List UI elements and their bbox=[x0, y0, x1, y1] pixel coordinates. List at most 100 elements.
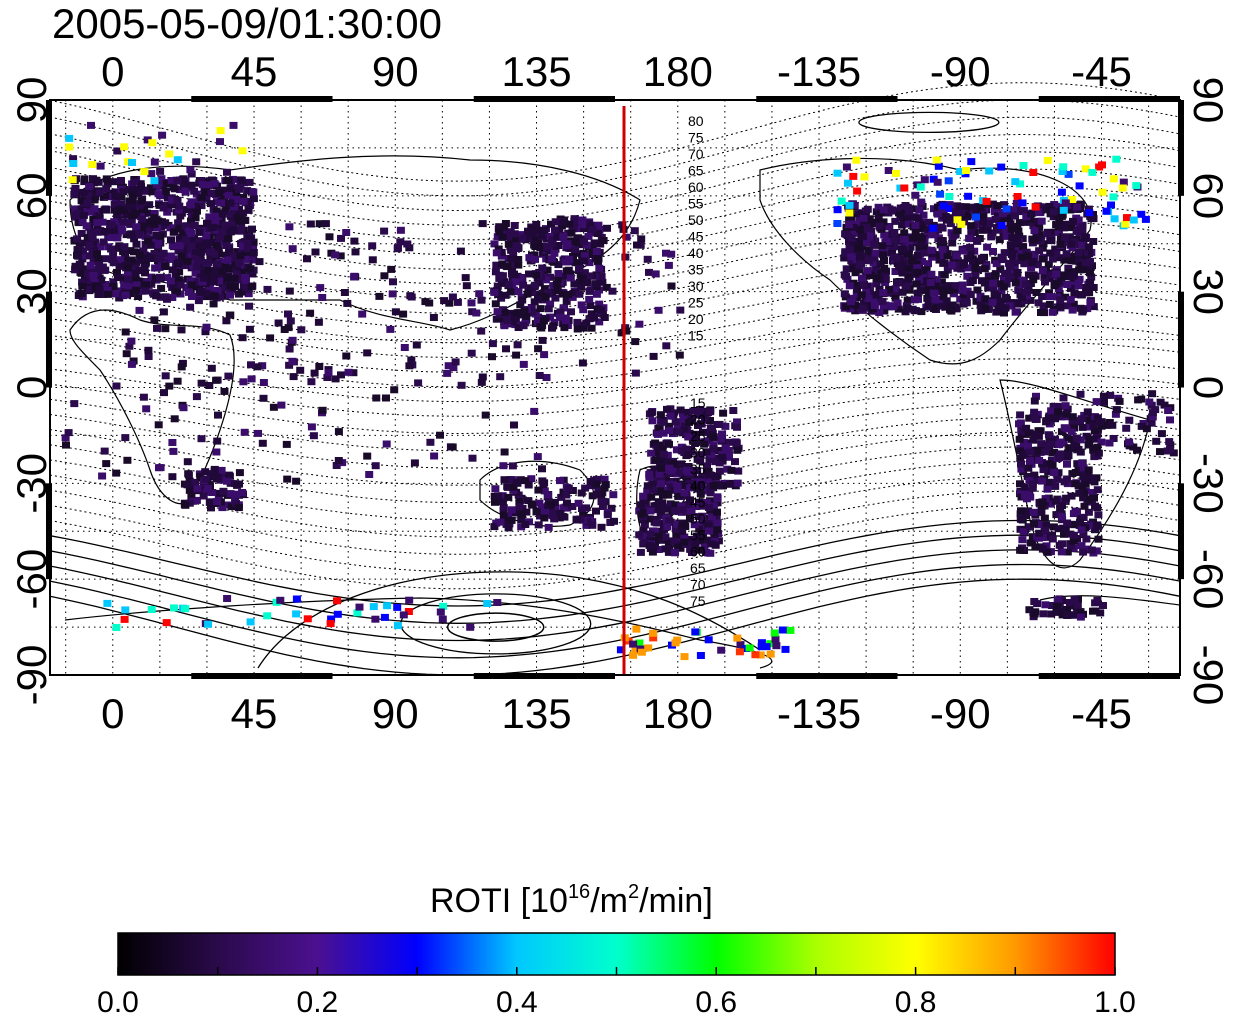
roti-cell bbox=[90, 179, 98, 187]
roti-cell bbox=[983, 226, 992, 234]
roti-cell bbox=[1045, 293, 1054, 301]
contour-label-south: 70 bbox=[690, 577, 706, 593]
roti-cell bbox=[187, 230, 196, 237]
roti-cell bbox=[651, 439, 660, 447]
roti-cell bbox=[664, 261, 673, 269]
roti-cell bbox=[1052, 250, 1061, 258]
top-longitude-label: -90 bbox=[930, 48, 991, 95]
contour-label-north: 50 bbox=[688, 212, 704, 228]
roti-cell bbox=[1067, 492, 1076, 500]
roti-cell bbox=[647, 493, 656, 501]
roti-cell bbox=[989, 248, 997, 255]
roti-cell bbox=[939, 202, 948, 210]
roti-cell bbox=[201, 475, 210, 483]
roti-cell bbox=[554, 242, 563, 249]
roti-cell bbox=[210, 180, 219, 188]
roti-cell bbox=[1137, 422, 1146, 430]
roti-cell bbox=[386, 325, 395, 333]
contour-line bbox=[49, 563, 1181, 659]
roti-cell bbox=[493, 599, 502, 606]
roti-cell bbox=[546, 300, 555, 308]
roti-cell bbox=[833, 169, 842, 177]
roti-cell bbox=[870, 240, 879, 248]
roti-cell bbox=[509, 249, 518, 257]
roti-cell bbox=[899, 246, 908, 254]
roti-cell bbox=[185, 499, 194, 507]
roti-cell bbox=[704, 521, 713, 529]
roti-cell bbox=[331, 375, 340, 383]
roti-cell bbox=[491, 300, 500, 308]
roti-cell bbox=[228, 219, 237, 227]
roti-cell bbox=[183, 206, 192, 214]
roti-cell bbox=[842, 163, 851, 171]
roti-cell bbox=[1027, 264, 1036, 272]
roti-cell bbox=[591, 280, 600, 288]
roti-cell bbox=[771, 635, 780, 643]
roti-cell bbox=[1046, 249, 1055, 257]
roti-cell bbox=[1059, 271, 1068, 279]
roti-cell bbox=[926, 279, 935, 287]
roti-cell bbox=[332, 462, 341, 469]
roti-cell bbox=[555, 514, 564, 522]
roti-cell bbox=[1006, 260, 1015, 268]
roti-cell bbox=[1098, 188, 1107, 196]
roti-cell bbox=[475, 290, 484, 298]
roti-cell bbox=[956, 295, 965, 303]
roti-cell bbox=[193, 485, 202, 493]
roti-cell bbox=[197, 241, 206, 249]
roti-cell bbox=[941, 303, 950, 311]
roti-cell bbox=[1097, 422, 1106, 430]
roti-cell bbox=[1043, 156, 1052, 164]
roti-cell bbox=[1056, 240, 1065, 248]
roti-cell bbox=[534, 486, 543, 494]
roti-cell bbox=[833, 206, 842, 214]
roti-cell bbox=[1063, 612, 1072, 619]
roti-cell bbox=[704, 467, 713, 475]
roti-cell bbox=[924, 225, 933, 233]
roti-cell bbox=[918, 267, 926, 275]
roti-cell bbox=[1054, 285, 1063, 292]
roti-cell bbox=[559, 504, 568, 512]
roti-cell bbox=[113, 147, 122, 155]
roti-cell bbox=[932, 156, 941, 164]
roti-cell bbox=[675, 351, 684, 359]
roti-cell bbox=[696, 457, 705, 465]
roti-cell bbox=[511, 314, 520, 322]
roti-cell bbox=[159, 308, 168, 316]
roti-cell bbox=[107, 234, 116, 242]
right-latitude-label: -60 bbox=[1185, 549, 1232, 610]
roti-cell bbox=[1026, 280, 1035, 287]
roti-cell bbox=[684, 433, 693, 441]
roti-cell bbox=[187, 242, 196, 250]
roti-cell bbox=[62, 441, 70, 449]
contour-line bbox=[49, 358, 1181, 417]
roti-cell bbox=[456, 247, 465, 255]
roti-cell bbox=[631, 369, 640, 377]
roti-cell bbox=[1024, 271, 1033, 279]
roti-cell bbox=[1019, 438, 1028, 446]
roti-cell bbox=[849, 224, 858, 231]
roti-cell bbox=[123, 275, 132, 283]
roti-cell bbox=[1054, 469, 1063, 477]
roti-cell bbox=[690, 546, 699, 554]
contour-line bbox=[49, 416, 1181, 486]
frame-bar-bottom bbox=[1038, 673, 1180, 679]
roti-cell bbox=[879, 206, 888, 214]
roti-cell bbox=[83, 194, 92, 202]
roti-cell bbox=[1030, 227, 1039, 235]
roti-cell bbox=[451, 358, 460, 366]
roti-cell bbox=[692, 407, 701, 415]
roti-cell bbox=[1017, 465, 1026, 473]
roti-cell bbox=[963, 213, 972, 221]
roti-cell bbox=[1067, 257, 1076, 265]
roti-cell bbox=[1057, 438, 1065, 446]
roti-cell bbox=[102, 185, 111, 193]
roti-cell bbox=[885, 285, 894, 293]
roti-cell bbox=[1142, 425, 1151, 433]
roti-cell bbox=[713, 508, 721, 516]
roti-cell bbox=[230, 283, 239, 290]
roti-cell bbox=[890, 229, 899, 236]
roti-cell bbox=[546, 313, 555, 321]
roti-cell bbox=[559, 232, 568, 240]
roti-cell bbox=[1067, 240, 1076, 248]
